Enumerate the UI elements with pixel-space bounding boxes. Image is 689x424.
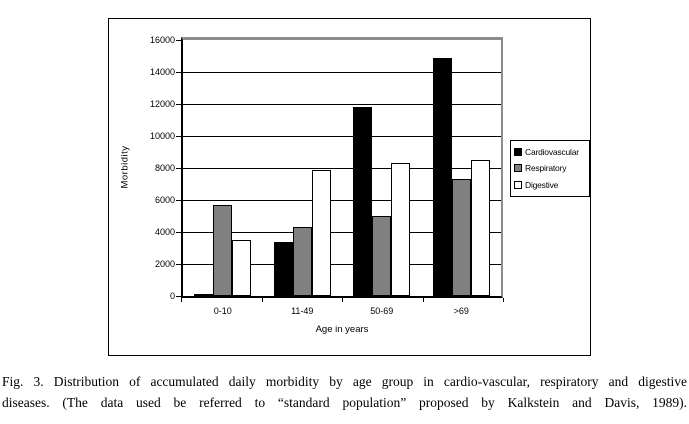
legend-swatch-digestive [514, 180, 522, 189]
y-tick-label-14000: 14000 [149, 67, 175, 77]
y-tick-label-12000: 12000 [149, 99, 175, 109]
gridline-6000 [183, 200, 501, 201]
figure-caption-line-1: Fig. 3. Distribution of accumulated dail… [2, 374, 687, 389]
legend-swatch-cardiovascular [514, 148, 522, 157]
bar-respiratory-50-69 [372, 216, 392, 296]
y-tick-mark-16000 [176, 40, 181, 41]
y-tick-label-6000: 6000 [154, 195, 175, 205]
bar-respiratory-0-10 [213, 205, 233, 296]
y-tick-mark-14000 [176, 72, 181, 73]
legend: Cardiovascular Respiratory Digestive [510, 140, 590, 197]
bar-cardiovascular->69 [432, 58, 452, 296]
legend-label-respiratory: Respiratory [525, 163, 567, 174]
y-tick-mark-6000 [176, 200, 181, 201]
y-tick-mark-10000 [176, 136, 181, 137]
y-tick-mark-4000 [176, 232, 181, 233]
legend-item-cardiovascular: Cardiovascular [514, 147, 588, 157]
gridline-4000 [183, 232, 501, 233]
bar-cardiovascular-50-69 [353, 107, 373, 296]
bar-cardiovascular-11-49 [273, 242, 293, 296]
legend-label-digestive: Digestive [525, 179, 559, 190]
x-category-label-50-69: 50-69 [370, 306, 394, 316]
bar-cardiovascular-0-10 [194, 294, 214, 296]
y-tick-label-16000: 16000 [149, 35, 175, 45]
bar-respiratory-11-49 [292, 227, 312, 296]
x-axis-title: Age in years [315, 324, 369, 335]
bar-digestive->69 [470, 160, 490, 296]
y-tick-mark-8000 [176, 168, 181, 169]
y-tick-label-0: 0 [169, 291, 175, 301]
y-tick-label-4000: 4000 [154, 227, 175, 237]
x-tick-mark-4 [503, 298, 504, 302]
legend-label-cardiovascular: Cardiovascular [525, 147, 579, 158]
gridline-8000 [183, 168, 501, 169]
gridline-12000 [183, 104, 501, 105]
legend-swatch-respiratory [514, 164, 522, 173]
bar-digestive-11-49 [311, 170, 331, 296]
gridline-2000 [183, 264, 501, 265]
x-tick-mark-1 [261, 298, 263, 302]
gridline-10000 [183, 136, 501, 137]
bar-digestive-50-69 [391, 163, 411, 296]
y-tick-mark-2000 [176, 264, 181, 265]
y-tick-label-10000: 10000 [149, 131, 175, 141]
figure-caption-line-2: diseases. (The data used be referred to … [2, 395, 687, 410]
legend-item-digestive: Digestive [514, 180, 588, 190]
x-tick-mark-0 [181, 298, 182, 302]
bar-respiratory->69 [451, 179, 471, 296]
x-category-label->69: >69 [453, 306, 469, 316]
plot-area [181, 37, 503, 298]
y-tick-mark-0 [176, 296, 181, 297]
figure-caption: Fig. 3. Distribution of accumulated dail… [2, 371, 687, 413]
gridline-14000 [183, 72, 501, 73]
x-tick-mark-3 [422, 298, 424, 302]
figure-3-chart: Morbidity 0 2000 4000 6000 8000 10000 12000 140… [108, 18, 591, 356]
x-tick-mark-2 [342, 298, 343, 302]
bar-digestive-0-10 [232, 240, 252, 296]
y-tick-label-2000: 2000 [154, 259, 175, 269]
y-tick-mark-12000 [176, 104, 181, 105]
x-category-label-11-49: 11-49 [291, 306, 314, 316]
legend-item-respiratory: Respiratory [514, 163, 588, 173]
y-tick-label-8000: 8000 [154, 163, 175, 173]
x-category-label-0-10: 0-10 [213, 306, 232, 316]
